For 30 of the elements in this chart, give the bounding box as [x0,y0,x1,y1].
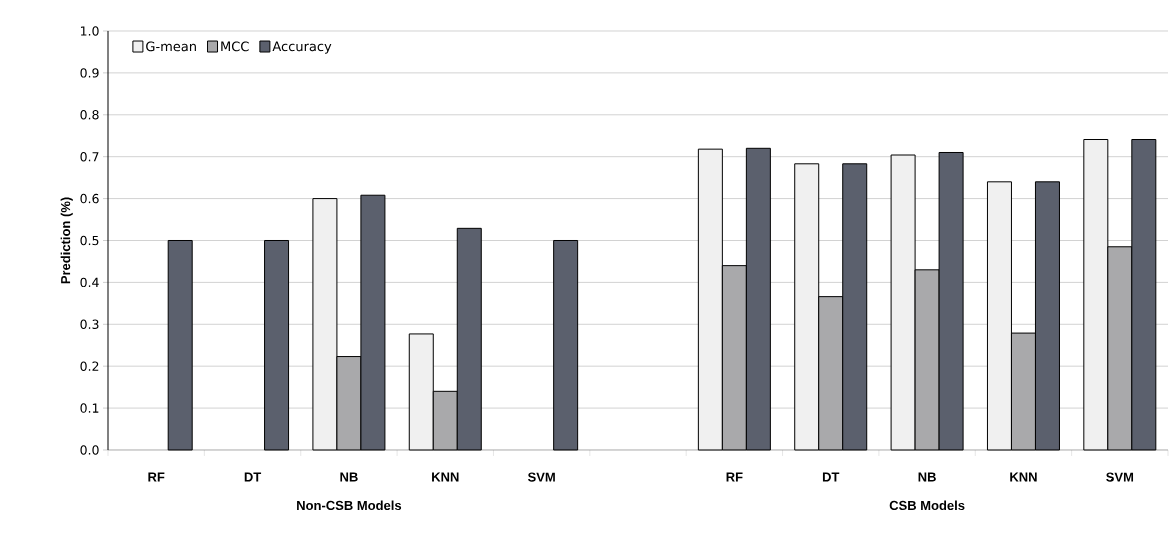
y-tick-label: 1.0 [80,26,99,36]
y-axis-title: Prediction (%) [60,197,73,284]
x-tick-label: DT [244,472,262,482]
legend-label: MCC [221,41,249,52]
x-tick-label: KNN [432,472,459,482]
y-tick-label: 0.7 [80,151,99,162]
y-tick-label: 0.1 [80,403,99,413]
x-tick-label: KNN [1010,472,1037,482]
legend-label: G-mean [146,41,196,52]
bar [167,239,193,451]
legend-label: Accuracy [272,41,332,54]
bar [553,239,579,451]
y-tick-label: 0.4 [80,277,99,288]
x-tick-label: RF [148,472,165,482]
y-tick-label: 0.2 [80,361,99,371]
y-tick-label: 0.0 [80,445,99,455]
x-tick-label: NB [340,472,358,482]
x-tick-label: DT [822,472,840,482]
y-tick-label: 0.5 [80,235,99,246]
y-tick-label: 0.9 [80,68,99,78]
text: Non-CSB Models [297,500,402,511]
bar [264,239,290,451]
x-tick-label: SVM [1106,472,1134,482]
x-tick-label: NB [918,472,936,482]
y-tick-label: 0.3 [80,319,99,330]
x-tick-label: RF [726,472,743,482]
text: CSB Models [889,500,965,511]
y-tick-label: 0.6 [80,193,99,204]
y-tick-label: 0.8 [80,110,99,120]
x-tick-label: SVM [527,472,555,482]
